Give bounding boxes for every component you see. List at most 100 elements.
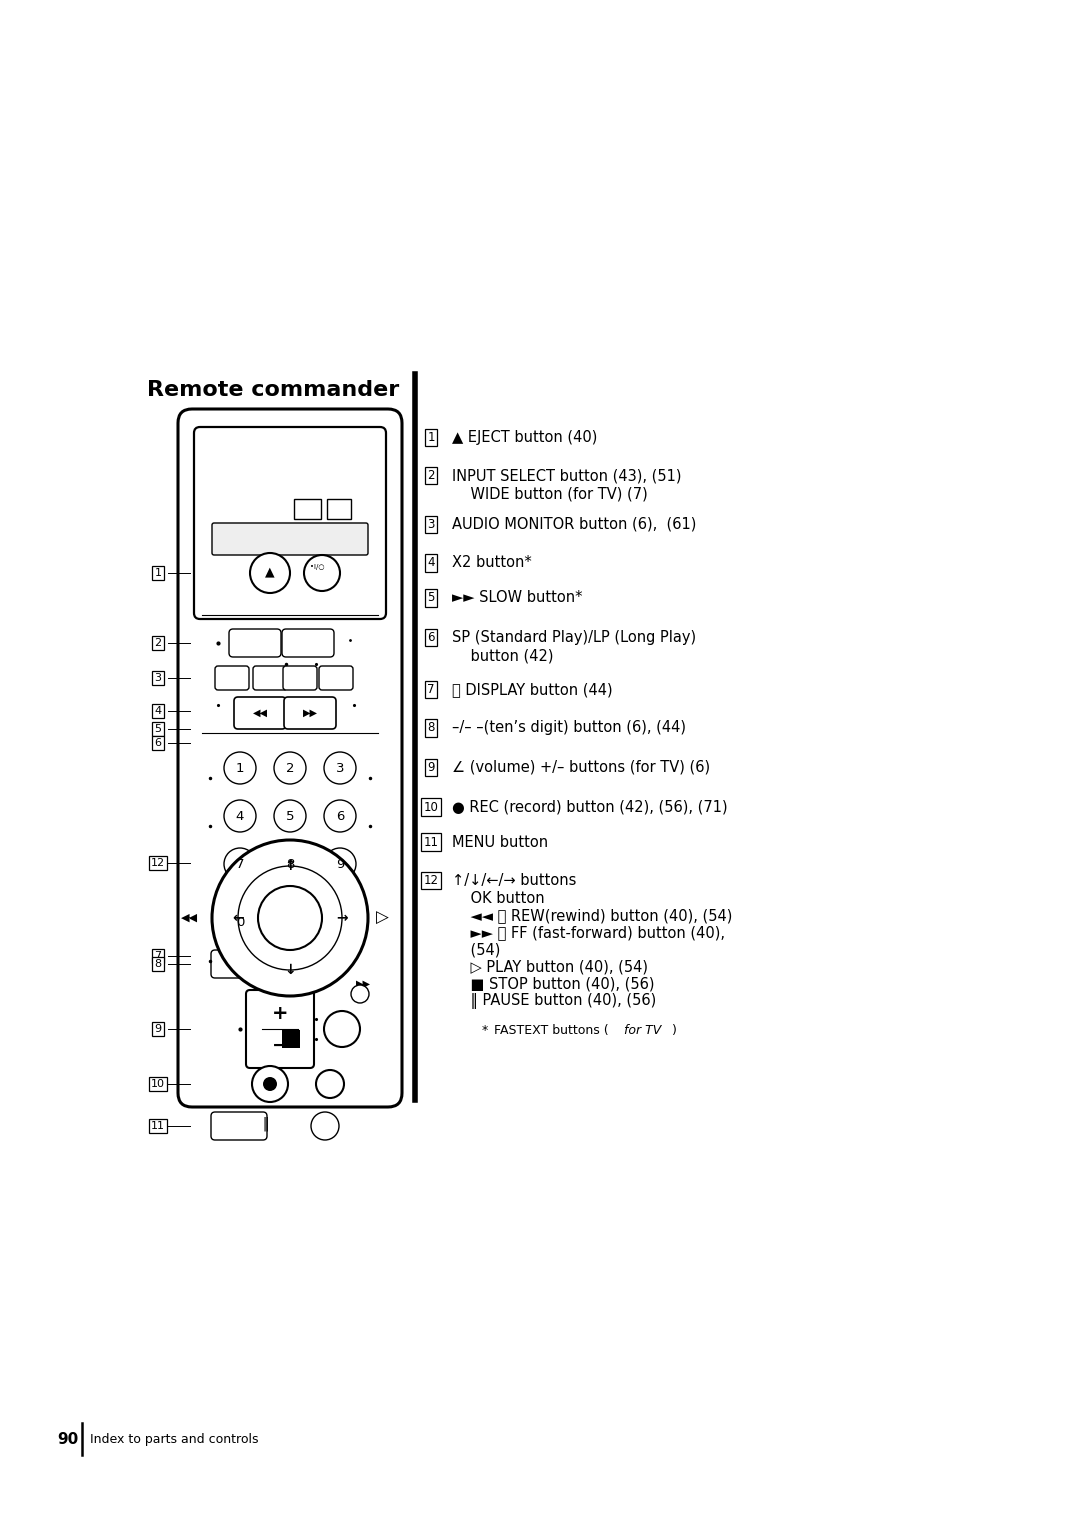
- Text: •I/○: •I/○: [310, 564, 324, 570]
- Text: 1: 1: [154, 568, 162, 578]
- Text: 11: 11: [151, 1122, 165, 1131]
- Circle shape: [258, 886, 322, 950]
- Text: ↑: ↑: [284, 859, 296, 872]
- FancyBboxPatch shape: [276, 950, 324, 978]
- FancyBboxPatch shape: [211, 1112, 267, 1140]
- Text: 9: 9: [428, 761, 435, 775]
- Circle shape: [274, 752, 306, 784]
- Text: ◄◄ ⓪ REW(rewind) button (40), (54): ◄◄ ⓪ REW(rewind) button (40), (54): [453, 908, 732, 923]
- Text: ▲ EJECT button (40): ▲ EJECT button (40): [453, 429, 597, 445]
- Text: Remote commander: Remote commander: [147, 380, 400, 400]
- Text: 8: 8: [428, 721, 434, 735]
- Text: 1: 1: [428, 431, 435, 445]
- Text: 3: 3: [428, 518, 434, 532]
- Text: 4: 4: [428, 556, 435, 570]
- Text: 90: 90: [57, 1432, 78, 1447]
- Text: ◀◀: ◀◀: [253, 707, 268, 718]
- Text: 10: 10: [423, 801, 438, 814]
- Circle shape: [252, 1067, 288, 1102]
- Text: ►► ⓪ FF (fast-forward) button (40),: ►► ⓪ FF (fast-forward) button (40),: [453, 924, 725, 940]
- Text: 8: 8: [286, 857, 294, 871]
- Text: 2: 2: [154, 639, 162, 648]
- Text: 3: 3: [154, 672, 162, 683]
- Text: button (42): button (42): [453, 648, 554, 663]
- Text: 2: 2: [286, 761, 294, 775]
- Text: −: −: [272, 1036, 288, 1054]
- Circle shape: [324, 801, 356, 833]
- Text: Index to parts and controls: Index to parts and controls: [90, 1433, 258, 1445]
- Circle shape: [264, 1077, 276, 1091]
- Text: ↓: ↓: [284, 963, 296, 976]
- Text: ←: ←: [232, 911, 244, 924]
- Text: for TV: for TV: [624, 1024, 661, 1038]
- Text: ● REC (record) button (42), (56), (71): ● REC (record) button (42), (56), (71): [453, 799, 728, 814]
- Circle shape: [324, 1012, 360, 1047]
- Circle shape: [274, 801, 306, 833]
- Circle shape: [351, 986, 369, 1002]
- Bar: [282, 1030, 300, 1048]
- Text: AUDIO MONITOR button (6),  (61): AUDIO MONITOR button (6), (61): [453, 516, 697, 532]
- FancyBboxPatch shape: [319, 666, 353, 691]
- Text: 6: 6: [428, 631, 435, 645]
- Text: +: +: [272, 1004, 288, 1022]
- Circle shape: [324, 848, 356, 880]
- Text: WIDE button (for TV) (7): WIDE button (for TV) (7): [453, 486, 648, 501]
- FancyBboxPatch shape: [281, 908, 345, 937]
- Text: 10: 10: [151, 1079, 165, 1089]
- Text: ∠ (volume) +/– buttons (for TV) (6): ∠ (volume) +/– buttons (for TV) (6): [453, 759, 711, 775]
- Text: 7: 7: [235, 857, 244, 871]
- FancyBboxPatch shape: [294, 500, 321, 520]
- Text: 0: 0: [235, 915, 244, 929]
- Text: 6: 6: [336, 810, 345, 822]
- Text: 11: 11: [423, 836, 438, 850]
- Text: 9: 9: [154, 1024, 162, 1034]
- Circle shape: [303, 555, 340, 591]
- Text: ▷ PLAY button (40), (54): ▷ PLAY button (40), (54): [453, 960, 648, 973]
- Circle shape: [224, 801, 256, 833]
- FancyBboxPatch shape: [246, 990, 314, 1068]
- Text: X2 button*: X2 button*: [453, 555, 531, 570]
- Text: ▶▶: ▶▶: [302, 707, 318, 718]
- Circle shape: [324, 752, 356, 784]
- Text: ↑/↓/←/→ buttons: ↑/↓/←/→ buttons: [453, 872, 577, 888]
- Text: 2: 2: [428, 469, 435, 483]
- FancyBboxPatch shape: [215, 666, 249, 691]
- Circle shape: [224, 848, 256, 880]
- FancyBboxPatch shape: [284, 697, 336, 729]
- FancyBboxPatch shape: [194, 426, 386, 619]
- Text: 12: 12: [151, 859, 165, 868]
- Text: 12: 12: [423, 874, 438, 888]
- Circle shape: [224, 906, 256, 938]
- Circle shape: [249, 553, 291, 593]
- FancyBboxPatch shape: [282, 630, 334, 657]
- Circle shape: [311, 1112, 339, 1140]
- Text: ⓘ DISPLAY button (44): ⓘ DISPLAY button (44): [453, 681, 612, 697]
- FancyBboxPatch shape: [327, 500, 351, 520]
- Text: ■ STOP button (40), (56): ■ STOP button (40), (56): [453, 976, 654, 992]
- Text: 4: 4: [154, 706, 162, 717]
- Text: ▶▶: ▶▶: [355, 979, 370, 989]
- Text: FASTEXT buttons (: FASTEXT buttons (: [494, 1024, 609, 1038]
- Text: MENU button: MENU button: [453, 834, 549, 850]
- FancyBboxPatch shape: [234, 697, 286, 729]
- Text: ►► SLOW button*: ►► SLOW button*: [453, 590, 582, 605]
- Text: 7: 7: [154, 950, 162, 961]
- Text: SP (Standard Play)/LP (Long Play): SP (Standard Play)/LP (Long Play): [453, 630, 697, 645]
- Text: 9: 9: [336, 857, 345, 871]
- Text: 5: 5: [286, 810, 294, 822]
- Circle shape: [224, 752, 256, 784]
- Text: 1: 1: [235, 761, 244, 775]
- FancyBboxPatch shape: [178, 410, 402, 1106]
- Text: →: →: [336, 911, 348, 924]
- FancyBboxPatch shape: [283, 666, 318, 691]
- Text: ◀◀: ◀◀: [181, 914, 198, 923]
- FancyBboxPatch shape: [229, 630, 281, 657]
- Text: 5: 5: [428, 591, 434, 605]
- Text: 6: 6: [154, 738, 162, 749]
- Circle shape: [238, 866, 342, 970]
- Text: OK button: OK button: [453, 891, 544, 906]
- Text: 7: 7: [428, 683, 435, 697]
- Circle shape: [274, 848, 306, 880]
- Text: ▷: ▷: [376, 909, 389, 927]
- Text: –/– –(ten’s digit) button (6), (44): –/– –(ten’s digit) button (6), (44): [453, 720, 686, 735]
